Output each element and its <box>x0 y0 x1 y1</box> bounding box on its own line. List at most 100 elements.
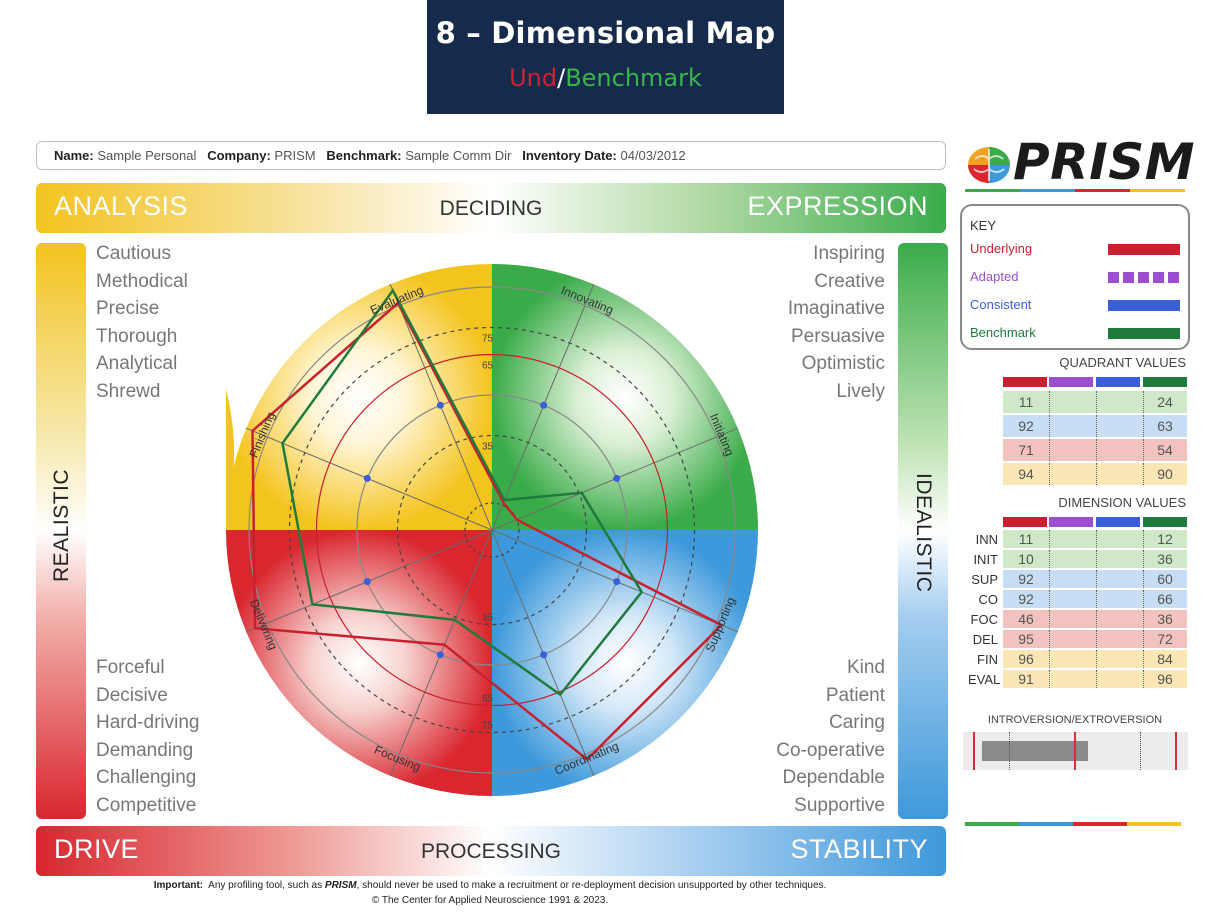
footer-text-a: Any profiling tool, such as <box>208 880 323 891</box>
page-subtitle: Und/Benchmark <box>427 64 784 92</box>
value-row: 11 24 <box>1003 391 1187 413</box>
benchmark-value: 63 <box>1157 418 1173 434</box>
row-divider <box>1143 670 1144 688</box>
row-divider <box>1096 439 1097 461</box>
trait-word: Creative <box>814 270 885 292</box>
decorative-underline <box>965 822 1181 826</box>
row-divider <box>1143 415 1144 437</box>
brain-icon <box>968 147 1010 183</box>
row-divider <box>1096 463 1097 485</box>
name-label: Name: <box>54 148 94 163</box>
benchmark-value: 24 <box>1157 394 1173 410</box>
underlying-value: 71 <box>1018 442 1034 458</box>
ring-label: 65 <box>482 361 494 372</box>
introversion-scale <box>963 732 1188 770</box>
trait-word: Shrewd <box>96 380 161 402</box>
row-divider <box>1096 530 1097 548</box>
footer-copyright: © The Center for Applied Neuroscience 19… <box>371 895 609 906</box>
company-value: PRISM <box>274 148 316 163</box>
row-divider <box>1096 630 1097 648</box>
company-label: Company: <box>207 148 271 163</box>
underlying-value: 94 <box>1018 466 1034 482</box>
row-divider <box>1049 590 1050 608</box>
table-header-swatch <box>1049 517 1093 527</box>
footer-important: Important: <box>153 880 204 891</box>
row-divider <box>1143 550 1144 568</box>
row-divider <box>1096 550 1097 568</box>
radar-ring <box>396 434 588 626</box>
trait-word: Persuasive <box>791 325 885 347</box>
benchmark-value: 90 <box>1157 466 1173 482</box>
underlying-value: 10 <box>1018 551 1034 567</box>
prism-logo: PRISM <box>963 133 1195 195</box>
footer-text-b: , should never be used to make a recruit… <box>356 880 827 891</box>
footer-disclaimer: Important: Any profiling tool, such as P… <box>0 880 980 891</box>
row-divider <box>1143 650 1144 668</box>
benchmark-value: 12 <box>1157 531 1173 547</box>
trait-word: Demanding <box>96 739 194 761</box>
processing-label: PROCESSING <box>420 840 562 863</box>
benchmark-value: 84 <box>1157 651 1173 667</box>
row-divider <box>1049 550 1050 568</box>
key-adapted-label: Adapted <box>970 269 1019 284</box>
dimension-label: INIT <box>973 552 998 567</box>
benchmark-value: 66 <box>1157 591 1173 607</box>
right-band <box>898 243 948 819</box>
trait-word: Precise <box>96 298 160 319</box>
value-row: 92 63 <box>1003 415 1187 437</box>
dimension-label: DEL <box>972 632 998 647</box>
subtitle-benchmark: Benchmark <box>565 64 702 92</box>
benchmark-value: 60 <box>1157 571 1173 587</box>
logo-underline <box>965 189 1185 192</box>
row-divider <box>1049 415 1050 437</box>
row-divider <box>1143 590 1144 608</box>
analysis-label: ANALYSIS <box>54 191 189 221</box>
consistent-dot <box>436 401 444 409</box>
quadrant-analysis <box>226 264 492 530</box>
date-value: 04/03/2012 <box>620 148 686 163</box>
trait-word: Forceful <box>96 657 165 678</box>
radar-ring <box>356 394 628 666</box>
value-row: 96 84 <box>1003 650 1187 668</box>
row-divider <box>1096 391 1097 413</box>
expression-label: EXPRESSION <box>747 191 928 221</box>
trait-word: Patient <box>825 684 885 706</box>
benchmark-value: 96 <box>1157 671 1173 687</box>
radar-ring <box>288 326 696 734</box>
row-divider <box>1143 439 1144 461</box>
benchmark-label: Benchmark: <box>326 148 402 163</box>
date-label: Inventory Date: <box>522 148 617 163</box>
drive-label: DRIVE <box>54 834 140 864</box>
row-divider <box>1096 610 1097 628</box>
title-box: 8 – Dimensional Map Und/Benchmark <box>427 0 784 114</box>
radar-ring <box>315 353 669 707</box>
benchmark-value: Sample Comm Dir <box>405 148 512 163</box>
row-divider <box>1143 610 1144 628</box>
value-row: 92 60 <box>1003 570 1187 588</box>
trait-word: Co-operative <box>776 739 885 761</box>
scale-tick <box>1140 732 1141 770</box>
consistent-dot <box>540 401 548 409</box>
trait-word: Caring <box>829 712 885 733</box>
subtitle-und: Und <box>509 64 558 92</box>
page-title: 8 – Dimensional Map <box>435 16 776 50</box>
key-consistent-swatch <box>1108 300 1180 311</box>
consistent-dot <box>613 578 621 586</box>
consistent-dot <box>613 474 621 482</box>
key-box: KEY Underlying Adapted Consistent Benchm… <box>960 204 1190 350</box>
key-consistent-label: Consistent <box>970 297 1032 312</box>
deciding-label: DECIDING <box>439 197 543 220</box>
row-divider <box>1049 630 1050 648</box>
underlying-value: 91 <box>1018 671 1034 687</box>
traits-bottom-left: Forceful Decisive Hard-driving Demanding Cha… <box>96 654 199 819</box>
scale-marker <box>1074 732 1076 770</box>
row-divider <box>1143 463 1144 485</box>
quadrant-stability <box>492 530 758 796</box>
trait-word: Optimistic <box>801 353 885 374</box>
key-adapted-swatch <box>1108 272 1180 283</box>
row-divider <box>1049 650 1050 668</box>
value-row: 94 90 <box>1003 463 1187 485</box>
row-divider <box>1143 630 1144 648</box>
name-value: Sample Personal <box>97 148 197 163</box>
benchmark-value: 72 <box>1157 631 1173 647</box>
